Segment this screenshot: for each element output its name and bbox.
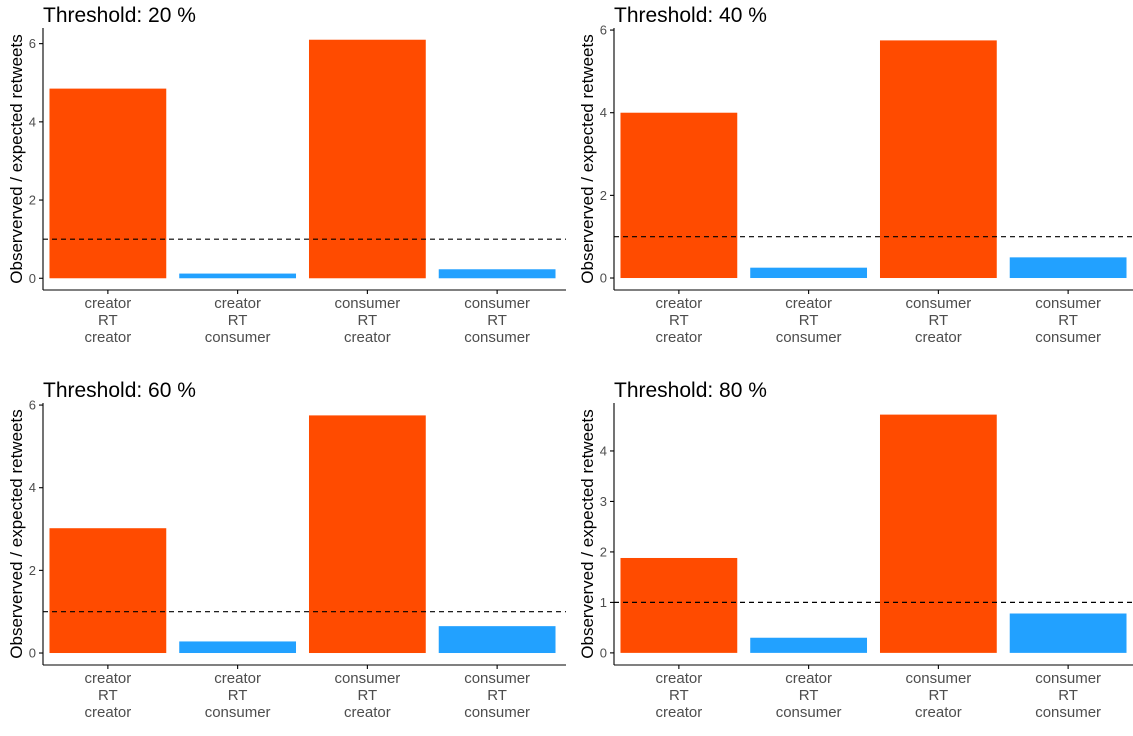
x-tick-label: consumer RT consumer [1035,295,1101,346]
chart-panel-2: Threshold: 40 % Observerved / expected re… [571,0,1133,361]
chart-svg: Threshold: 40 % Observerved / expected re… [578,4,1133,346]
x-tick-label: consumer RT creator [905,670,971,721]
bar-1 [49,528,167,654]
y-tick-label: 6 [29,398,36,413]
y-tick-label: 2 [29,193,36,208]
bar-1 [49,88,167,279]
bar-2 [179,273,297,279]
chart-title: Threshold: 40 % [614,4,767,27]
chart-svg: Threshold: 60 % Observerved / expected re… [7,379,566,721]
bar-3 [879,40,997,279]
x-tick-label: creator RT creator [656,295,703,346]
y-tick-label: 4 [29,114,36,129]
x-tick-label: consumer RT consumer [464,295,530,346]
x-tick-label: creator RT consumer [776,295,842,346]
y-tick-label: 4 [600,443,607,458]
bar-3 [879,414,997,653]
bar-2 [179,641,297,654]
x-tick-label: creator RT consumer [776,670,842,721]
chart-panel-3: Threshold: 60 % Observerved / expected re… [0,375,566,736]
bar-2 [750,637,868,653]
bar-3 [308,415,426,654]
y-tick-label: 0 [600,271,607,286]
x-tick-label: creator RT consumer [205,670,271,721]
x-tick-label: consumer RT creator [334,670,400,721]
bar-4 [438,269,556,279]
x-tick-label: consumer RT creator [334,295,400,346]
chart-panel-4: Threshold: 80 % Observerved / expected re… [571,375,1133,736]
bar-4 [1009,257,1127,279]
chart-title: Threshold: 60 % [43,379,196,402]
x-tick-label: consumer RT consumer [1035,670,1101,721]
y-axis-label: Observerved / expected retweets [7,34,26,283]
x-tick-label: consumer RT consumer [464,670,530,721]
y-tick-label: 2 [600,188,607,203]
x-tick-label: creator RT creator [85,295,132,346]
x-tick-label: creator RT creator [656,670,703,721]
bar-1 [620,112,738,279]
chart-panel-1: Threshold: 20 % Observerved / expected re… [0,0,566,361]
y-tick-label: 0 [29,271,36,286]
y-tick-label: 2 [600,544,607,559]
y-axis-label: Observerved / expected retweets [578,409,597,658]
chart-title: Threshold: 20 % [43,4,196,27]
x-tick-label: creator RT creator [85,670,132,721]
chart-svg: Threshold: 80 % Observerved / expected re… [578,379,1133,721]
bar-1 [620,557,738,653]
chart-svg: Threshold: 20 % Observerved / expected re… [7,4,566,346]
y-tick-label: 3 [600,494,607,509]
chart-title: Threshold: 80 % [614,379,767,402]
y-axis-label: Observerved / expected retweets [7,409,26,658]
x-tick-label: consumer RT creator [905,295,971,346]
y-tick-label: 6 [600,23,607,38]
bar-4 [1009,613,1127,653]
y-tick-label: 0 [29,646,36,661]
y-axis-label: Observerved / expected retweets [578,34,597,283]
x-tick-label: creator RT consumer [205,295,271,346]
bar-4 [438,626,556,654]
y-tick-label: 6 [29,36,36,51]
y-tick-label: 2 [29,563,36,578]
y-tick-label: 4 [600,105,607,120]
bar-2 [750,267,868,279]
y-tick-label: 4 [29,480,36,495]
y-tick-label: 1 [600,595,607,610]
bar-3 [308,39,426,279]
y-tick-label: 0 [600,645,607,660]
